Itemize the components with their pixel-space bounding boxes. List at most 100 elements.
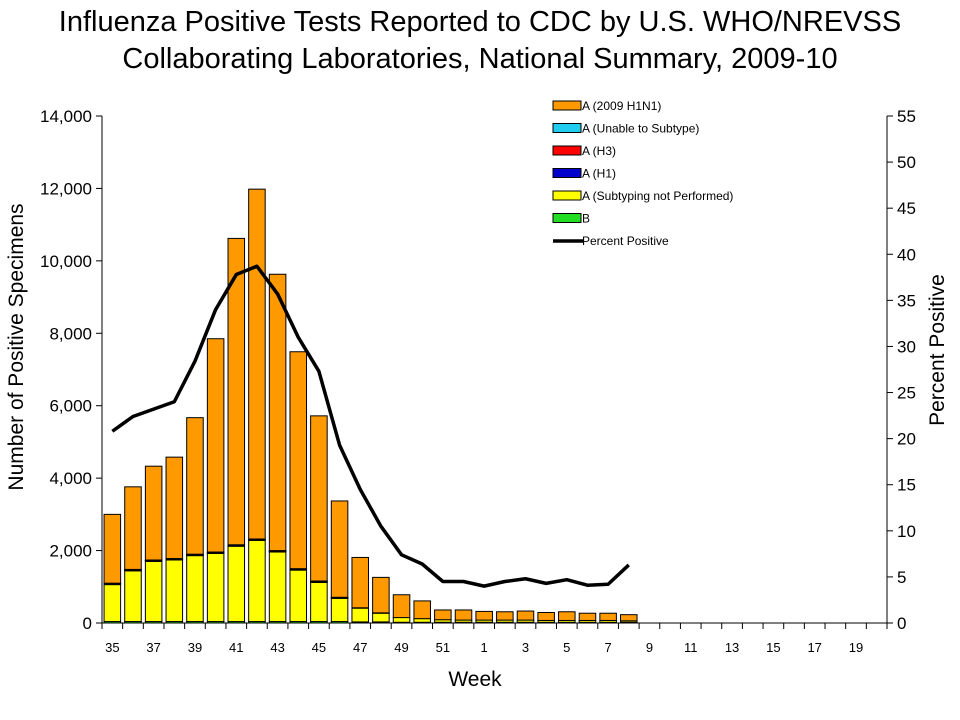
x-axis-title: Week	[448, 668, 502, 691]
bar-week-50-series-5	[413, 600, 431, 620]
x-tick-label: 49	[394, 640, 408, 655]
x-tick-label: 45	[312, 640, 326, 655]
bar-week-49-series-5	[392, 594, 411, 619]
bar-week-39-series-1	[186, 555, 204, 623]
y2-tick-label: 45	[897, 199, 916, 218]
bar-week-47-series-5	[351, 556, 369, 609]
legend-swatch	[552, 213, 582, 223]
y2-tick-label: 5	[897, 568, 906, 587]
x-tick-label: 3	[522, 640, 529, 655]
y-axis-title: Number of Positive Specimens	[5, 203, 28, 490]
legend-label: A (Unable to Subtype)	[582, 122, 699, 136]
bar-week-6-series-5	[578, 612, 597, 621]
bar-week-35-series-5	[103, 513, 122, 584]
chart-title-line-1: Influenza Positive Tests Reported to CDC…	[58, 6, 902, 38]
legend-label: B	[582, 212, 590, 226]
bar-week-4-series-5	[537, 612, 555, 621]
x-tick-label: 11	[684, 640, 698, 655]
chart-title: Influenza Positive Tests Reported to CDC…	[0, 4, 960, 78]
y-tick-label: 12,000	[40, 179, 92, 198]
x-tick-label: 37	[146, 640, 160, 655]
bar-week-37-series-1	[144, 560, 163, 623]
bar-week-1-series-5	[475, 610, 493, 621]
bar-week-5-series-5	[558, 611, 576, 621]
x-tick-label: 15	[766, 640, 780, 655]
bar-week-45-series-1	[310, 581, 328, 623]
bars-layer	[103, 188, 638, 624]
bar-week-43-series-5	[268, 273, 287, 552]
chart-title-line-2: Collaborating Laboratories, National Sum…	[122, 43, 838, 75]
y-tick-label: 6,000	[49, 397, 92, 416]
bar-week-48-series-1	[372, 612, 390, 623]
bar-week-50-series-1	[413, 618, 431, 623]
bar-week-44-series-5	[289, 351, 308, 570]
bar-week-49-series-1	[392, 617, 411, 623]
y2-tick-label: 0	[897, 614, 906, 633]
y-tick-label: 14,000	[40, 107, 92, 126]
bar-week-40-series-5	[206, 338, 225, 553]
y2-tick-label: 15	[897, 476, 916, 495]
bar-week-38-series-5	[165, 456, 184, 560]
bar-week-46-series-5	[330, 500, 349, 598]
axes-layer: 0 2,000 4,000 6,000 8,000 10,000 12,000 14,000 0…	[40, 107, 916, 655]
x-tick-label: 47	[353, 640, 367, 655]
bar-week-37-series-5	[144, 465, 163, 561]
bar-week-46-series-1	[330, 597, 349, 623]
bar-week-47-series-1	[351, 607, 369, 623]
bar-week-38-series-1	[165, 559, 184, 623]
y-tick-label: 2,000	[49, 542, 92, 561]
legend-label: A (H1)	[582, 167, 616, 181]
bar-week-48-series-5	[372, 576, 390, 614]
legend-label: A (Subtyping not Performed)	[582, 189, 733, 203]
y2-tick-label: 30	[897, 337, 916, 356]
y2-tick-label: 55	[897, 107, 916, 126]
legend-label: Percent Positive	[582, 234, 669, 248]
y-tick-label: 4,000	[49, 469, 92, 488]
bar-week-2-series-5	[496, 611, 514, 621]
bar-week-42-series-1	[248, 539, 266, 623]
y2-tick-label: 10	[897, 522, 916, 541]
y2-axis-title: Percent Positive	[926, 274, 949, 426]
bar-week-42-series-5	[248, 188, 266, 540]
legend-swatch	[552, 190, 582, 201]
x-tick-label: 13	[725, 640, 739, 655]
legend-swatch	[552, 168, 582, 178]
x-tick-label: 7	[605, 640, 612, 655]
bar-week-44-series-1	[289, 569, 308, 623]
x-tick-label: 5	[563, 640, 570, 655]
y2-tick-label: 20	[897, 430, 916, 449]
bar-week-8-series-5	[620, 614, 638, 622]
bar-week-36-series-5	[124, 486, 142, 570]
percent-positive-line	[111, 264, 630, 588]
bar-week-43-series-1	[268, 551, 287, 623]
x-tick-label: 19	[849, 640, 863, 655]
y-tick-label: 0	[83, 614, 92, 633]
bar-week-45-series-5	[310, 415, 328, 582]
bar-week-41-series-1	[227, 545, 246, 623]
bar-week-52-series-5	[454, 609, 473, 621]
x-tick-label: 51	[436, 640, 450, 655]
y2-tick-label: 35	[897, 291, 916, 310]
legend-label: A (2009 H1N1)	[582, 99, 661, 113]
legend-swatch	[552, 123, 582, 133]
legend-swatch	[552, 100, 582, 111]
bar-week-39-series-5	[186, 417, 204, 555]
x-tick-label: 35	[105, 640, 119, 655]
bar-week-41-series-5	[227, 237, 246, 546]
x-tick-label: 39	[188, 640, 202, 655]
y2-tick-label: 40	[897, 245, 916, 264]
x-tick-label: 43	[270, 640, 284, 655]
x-tick-label: 41	[229, 640, 243, 655]
y2-tick-label: 50	[897, 153, 916, 172]
legend-swatch	[552, 145, 582, 156]
bar-week-35-series-1	[103, 584, 122, 623]
bar-week-51-series-5	[434, 609, 452, 621]
y-tick-label: 8,000	[49, 324, 92, 343]
x-tick-label: 1	[481, 640, 488, 655]
x-tick-label: 17	[807, 640, 821, 655]
bar-week-40-series-1	[206, 552, 225, 623]
y-tick-label: 10,000	[40, 252, 92, 271]
legend-label: A (H3)	[582, 144, 616, 158]
x-tick-label: 9	[646, 640, 653, 655]
